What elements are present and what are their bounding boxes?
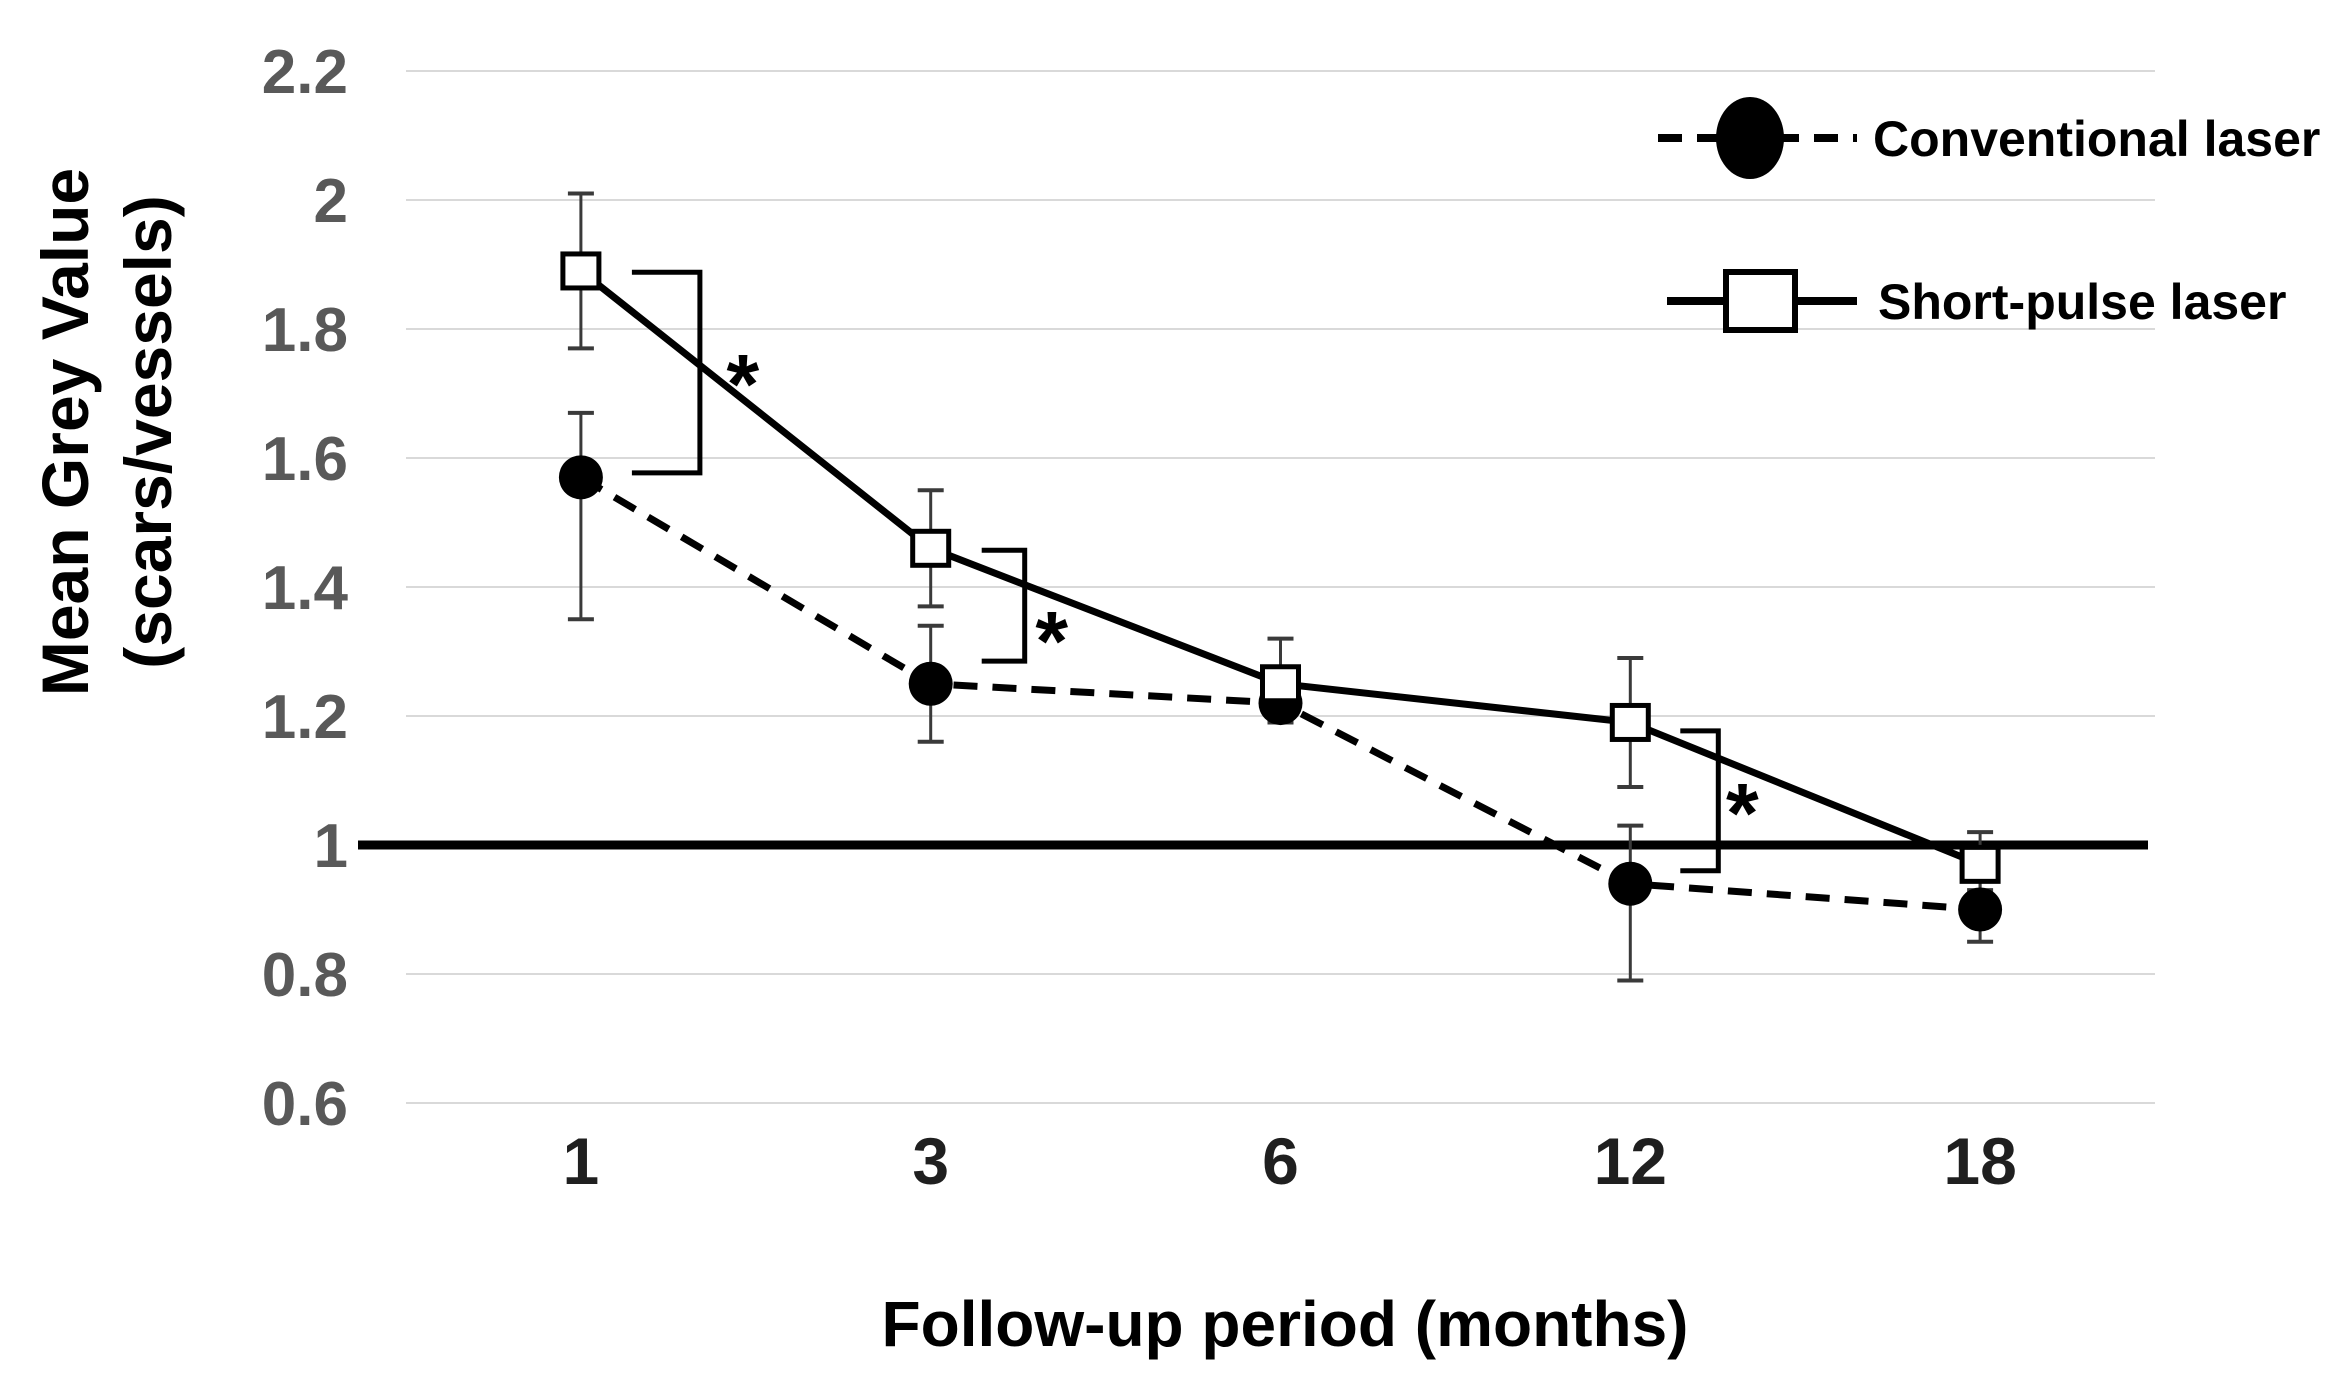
data-point-short-pulse bbox=[1959, 844, 2001, 884]
legend-label-conventional-laser: Conventional laser bbox=[1873, 111, 2320, 167]
significance-group: * * * bbox=[631, 269, 1759, 874]
y-tick-label: 2.2 bbox=[262, 38, 348, 107]
x-tick-label: 12 bbox=[1594, 1124, 1667, 1198]
significance-star: * bbox=[1035, 594, 1068, 688]
data-point-short-pulse bbox=[1260, 664, 1301, 704]
significance-star: * bbox=[727, 337, 760, 431]
y-axis-title-line1: Mean Grey Value bbox=[28, 168, 102, 696]
significance-bracket bbox=[981, 547, 1028, 664]
y-axis-title: Mean Grey Value (scars/vessels) bbox=[28, 168, 185, 696]
x-tick-label: 6 bbox=[1262, 1124, 1299, 1198]
x-axis-title: Follow-up period (months) bbox=[882, 1288, 1689, 1360]
tick-labels-group: 2.2 2 1.8 1.6 1.4 1.2 1 0.8 0.6 1 3 6 12 18 bbox=[262, 38, 2017, 1198]
data-point-conventional bbox=[1958, 887, 2003, 932]
data-point-short-pulse bbox=[560, 251, 602, 291]
data-point-short-pulse bbox=[1609, 702, 1651, 742]
y-axis-title-line2: (scars/vessels) bbox=[111, 195, 185, 668]
y-tick-label: 1 bbox=[314, 812, 348, 881]
y-tick-label: 2 bbox=[314, 167, 348, 236]
significance-bracket bbox=[1680, 728, 1721, 874]
y-tick-label: 1.4 bbox=[262, 554, 349, 623]
x-tick-label: 3 bbox=[912, 1124, 949, 1198]
y-tick-label: 0.6 bbox=[262, 1070, 348, 1139]
series-lines-group bbox=[578, 268, 1982, 913]
y-tick-label: 0.8 bbox=[262, 941, 348, 1010]
y-tick-label: 1.2 bbox=[262, 683, 348, 752]
significance-bracket bbox=[631, 269, 703, 476]
x-tick-label: 18 bbox=[1943, 1124, 2016, 1198]
legend: Conventional laser Short-pulse laser bbox=[1658, 97, 2320, 333]
gridlines-group bbox=[406, 70, 2155, 1104]
y-tick-label: 1.8 bbox=[262, 296, 348, 365]
data-point-conventional bbox=[1608, 861, 1653, 906]
data-point-conventional bbox=[558, 455, 603, 500]
series-line-short-pulse bbox=[578, 268, 1982, 868]
significance-star: * bbox=[1726, 766, 1759, 860]
data-point-short-pulse bbox=[910, 528, 952, 568]
y-tick-label: 1.6 bbox=[262, 425, 348, 494]
series-markers-group bbox=[558, 251, 2003, 932]
legend-label-short-pulse-laser: Short-pulse laser bbox=[1878, 274, 2286, 330]
data-point-conventional bbox=[908, 661, 953, 706]
legend-markers bbox=[1658, 97, 1857, 333]
legend-marker-conventional bbox=[1716, 97, 1784, 179]
legend-marker-short-pulse bbox=[1723, 269, 1798, 333]
x-tick-label: 1 bbox=[563, 1124, 600, 1198]
